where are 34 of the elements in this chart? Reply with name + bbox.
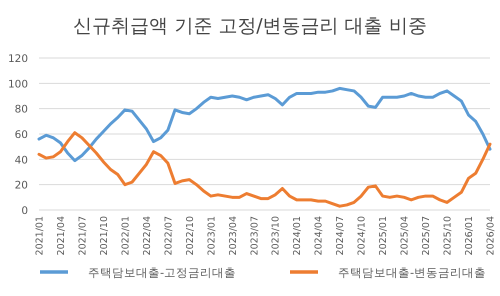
x-tick-label: 2021/04 [56,216,67,256]
x-tick-label: 2023/07 [249,216,260,256]
y-tick-label: 100 [8,78,28,90]
x-tick-label: 2023/10 [270,216,282,256]
x-tick-label: 2022/01 [120,216,132,256]
x-tick-label: 2024/07 [335,216,346,256]
x-tick-label: 2024/10 [356,216,368,256]
x-tick-label: 2022/04 [142,216,153,256]
x-tick-label: 2025/01 [378,216,390,256]
x-tick-label: 2021/10 [98,216,110,256]
x-tick-label: 2022/07 [163,216,174,256]
y-tick-label: 20 [14,180,28,192]
x-tick-label: 2025/04 [400,216,411,256]
x-tick-label: 2021/07 [77,216,88,256]
legend-label: 주택담보대출-고정금리대출 [88,266,236,280]
x-tick-label: 2026/04 [486,216,496,256]
x-tick-label: 2026/01 [464,216,476,256]
x-tick-label: 2023/04 [228,216,239,256]
x-tick-label: 2021/01 [34,216,46,256]
y-tick-label: 0 [21,205,28,217]
legend-label: 주택담보대출-변동금리대출 [338,266,486,280]
x-tick-label: 2025/07 [421,216,432,256]
y-tick-label: 80 [14,104,28,116]
x-tick-label: 2025/10 [442,216,454,256]
y-tick-label: 60 [14,129,28,141]
chart-title: 신규취급액 기준 고정/변동금리 대출 비중 [73,15,427,37]
y-tick-label: 120 [8,53,28,65]
line-series [38,86,492,162]
line-series [38,131,492,208]
x-tick-label: 2024/04 [314,216,325,256]
x-tick-label: 2024/01 [292,216,304,256]
x-tick-label: 2023/01 [206,216,218,256]
y-tick-label: 40 [14,154,28,166]
x-tick-label: 2022/10 [184,216,196,256]
